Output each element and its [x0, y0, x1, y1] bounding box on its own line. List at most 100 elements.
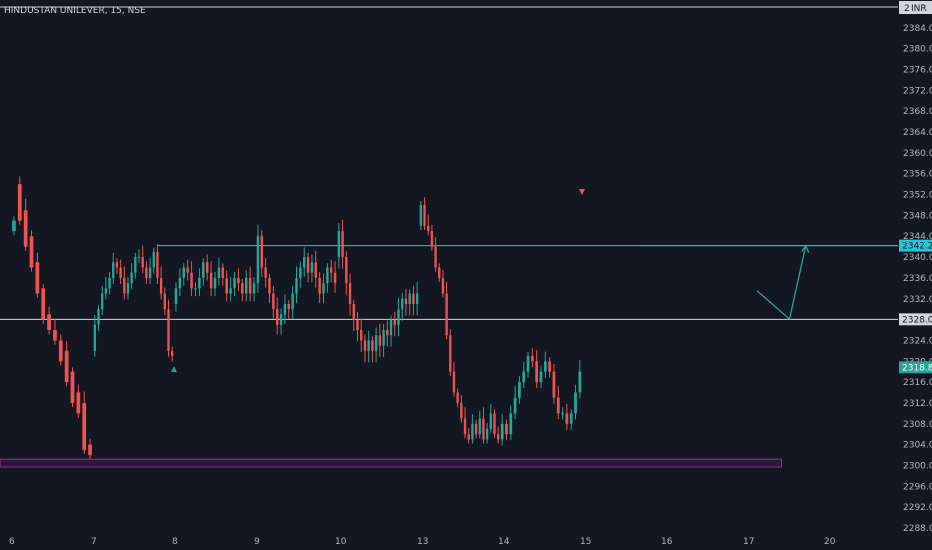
projection-path	[756, 245, 807, 321]
candle-body	[386, 330, 389, 336]
candle-11-21	[496, 426, 500, 444]
candle-body	[88, 444, 92, 456]
candle-6-5	[41, 284, 46, 324]
candle-11-13	[467, 428, 470, 444]
candle-11-17	[482, 407, 485, 444]
candle-body	[299, 267, 302, 278]
y-tick-label: 2344.00	[903, 232, 932, 242]
price-tag-text: 2342.20	[902, 242, 932, 252]
candle-body	[493, 413, 496, 435]
candle-body	[356, 319, 359, 331]
candle-12-11	[548, 357, 552, 378]
candle-7-13	[141, 245, 144, 274]
candle-7-17	[156, 244, 159, 284]
candle-body	[112, 262, 115, 278]
candle-body	[194, 288, 197, 290]
candle-body	[412, 293, 415, 304]
candle-body	[578, 371, 582, 393]
signal-marker-0	[171, 366, 177, 373]
candle-7-18	[159, 266, 163, 300]
candle-8-19	[248, 266, 252, 302]
horizontal-levels-layer	[0, 6, 898, 320]
drawings-layer	[171, 188, 810, 373]
candle-body	[47, 314, 51, 331]
candle-7-8	[123, 266, 126, 300]
candle-body	[415, 293, 419, 304]
y-tick-label: 2316.00	[903, 378, 932, 388]
candle-body	[505, 423, 508, 435]
candle-10-19	[408, 289, 411, 316]
candle-body	[552, 371, 556, 398]
currency-badge-text: INR	[911, 4, 927, 14]
candle-11-16	[478, 410, 481, 439]
candle-body	[209, 272, 213, 289]
candle-12-4	[518, 376, 521, 404]
candle-body	[565, 413, 569, 424]
candle-11-0	[419, 200, 423, 230]
candle-6-10	[70, 367, 75, 408]
candle-9-10	[295, 266, 298, 304]
candle-body	[178, 277, 182, 289]
candle-9-4	[272, 285, 275, 319]
candle-11-1	[423, 197, 426, 230]
candle-6-4	[35, 252, 40, 298]
candle-8-20	[252, 277, 256, 302]
candle-body	[126, 283, 130, 294]
projection-arrow-head	[801, 244, 810, 253]
candle-body	[70, 371, 75, 403]
candle-body	[509, 413, 513, 435]
candle-11-9	[452, 362, 456, 397]
y-tick-label: 2324.00	[903, 336, 932, 346]
price-tag-bg	[899, 313, 932, 326]
candle-11-15	[474, 419, 478, 439]
candle-body	[389, 319, 393, 336]
time-axis[interactable]: 6 7 8 9 10 13 14 15 16 17 20	[9, 537, 836, 547]
candle-body	[333, 272, 337, 284]
candle-12-2	[509, 405, 513, 441]
y-tick-label: 2336.00	[903, 274, 932, 284]
candle-body	[467, 434, 470, 440]
candle-11-19	[489, 403, 492, 434]
candle-body	[513, 397, 517, 414]
candle-8-17	[241, 278, 244, 302]
candle-body	[352, 303, 355, 320]
price-tag-level-0: 2342.20	[899, 239, 932, 252]
candle-10-1	[341, 219, 344, 269]
candle-body	[137, 257, 141, 259]
candle-9-17	[322, 273, 325, 304]
x-tick-label: 9	[254, 537, 260, 547]
candle-9-16	[318, 271, 321, 304]
candle-body	[535, 361, 539, 383]
price-axis[interactable]: 2288.00 2292.00 2296.00 2300.00 2304.00 2308.…	[899, 24, 932, 534]
candle-12-0	[500, 414, 504, 446]
candle-body	[363, 340, 367, 351]
candle-12-17	[574, 384, 577, 420]
candle-10-2	[345, 251, 348, 295]
candle-7-1	[97, 305, 100, 331]
candle-body	[241, 283, 244, 294]
candle-body	[408, 293, 411, 304]
candle-9-14	[310, 254, 314, 283]
y-tick-label: 2376.00	[903, 66, 932, 76]
candle-body	[569, 413, 573, 424]
candle-body	[12, 220, 16, 232]
candle-12-8	[535, 349, 539, 389]
candle-body	[419, 204, 423, 226]
candle-body	[167, 309, 170, 351]
candle-body	[341, 231, 344, 258]
candle-body	[182, 267, 186, 278]
candle-8-5	[194, 282, 197, 297]
candle-body	[264, 267, 267, 278]
candle-11-8	[449, 329, 452, 376]
candle-body	[434, 246, 437, 268]
candle-11-2	[427, 214, 430, 236]
candle-12-1	[505, 419, 508, 441]
y-tick-label: 2380.00	[903, 45, 932, 55]
y-tick-label: 2372.00	[903, 86, 932, 96]
support-zone	[0, 458, 782, 468]
candle-body	[23, 210, 28, 247]
candle-body	[460, 402, 463, 419]
candle-body	[543, 361, 547, 372]
y-tick-label: 2288.00	[903, 524, 932, 534]
